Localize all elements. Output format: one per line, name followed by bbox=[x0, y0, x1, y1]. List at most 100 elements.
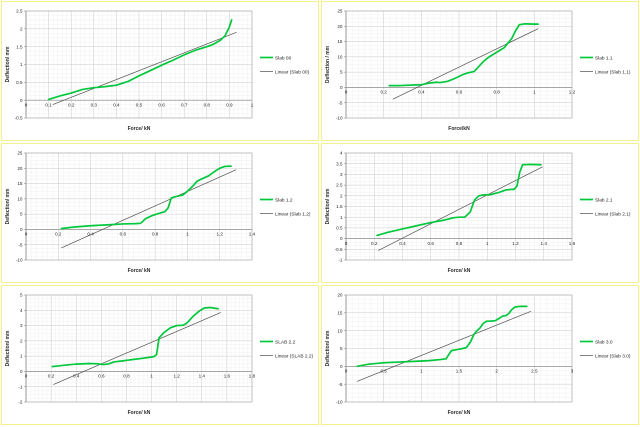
x-tick-label: 0.6 bbox=[456, 90, 463, 95]
x-tick-label: 0.4 bbox=[113, 102, 120, 107]
x-tick-label: 1.2 bbox=[512, 241, 519, 246]
x-tick-label: 0.8 bbox=[123, 374, 130, 379]
series-line bbox=[356, 305, 528, 368]
x-tick-label: 0 bbox=[25, 374, 28, 379]
x-tick-label: 0.8 bbox=[152, 232, 159, 237]
y-axis-labels: -2 -1 0 1 2 3 4 5 bbox=[18, 293, 23, 405]
x-tick-label: 0.8 bbox=[204, 102, 211, 107]
y-tick-label: -0.5 bbox=[15, 116, 23, 121]
trend-line bbox=[392, 28, 539, 100]
y-axis-labels: -0.5 0 0.5 1 1.5 2 2.5 bbox=[15, 9, 23, 121]
chart-svg-slab-2-1: -1-0.500.511.522.533.540 0.2 0.4 0.6 0.8 1 1.2… bbox=[325, 151, 631, 274]
trend-line bbox=[52, 32, 237, 105]
y-axis-labels: -10 -5 0 5 10 15 20 25 bbox=[336, 9, 343, 121]
chart-svg-slab-00: -0.5 0 0.5 1 1.5 2 2.5 0 0.1 0.2 0.3 0.4 0.5 0.6 0.7 0.… bbox=[5, 9, 310, 132]
x-axis-labels: 0 0.2 0.4 0.6 0.8 1 1.2 bbox=[345, 90, 576, 95]
x-tick-label: 0.2 bbox=[371, 241, 378, 246]
series-line bbox=[388, 22, 539, 87]
x-tick-label: 1 bbox=[186, 232, 189, 237]
x-tick-label: 0.8 bbox=[456, 241, 463, 246]
x-tick-label: 1 bbox=[150, 374, 153, 379]
x-tick-label: 0.5 bbox=[136, 102, 143, 107]
y-axis-title: Deflection/ mm bbox=[5, 330, 11, 366]
y-tick-label: 0 bbox=[340, 236, 343, 241]
x-tick-label: 0.6 bbox=[98, 374, 105, 379]
y-tick-label: 20 bbox=[337, 293, 343, 298]
y-tick-label: 10 bbox=[337, 54, 343, 59]
x-axis-title: Force/ kN bbox=[128, 126, 151, 132]
y-tick-label: 0.5 bbox=[336, 226, 343, 231]
chart-svg-slab-3-0: -10 -5 0 5 10 15 20 0 0.5 1 1.5 2 2.5 3 Deflection/ mm… bbox=[325, 293, 631, 416]
series-line bbox=[47, 19, 233, 101]
x-axis-labels: 0 0.2 0.4 0.6 0.8 1 1.2 1.4 bbox=[25, 232, 256, 237]
x-tick-label: 0 bbox=[25, 232, 28, 237]
y-tick-label: -10 bbox=[336, 116, 343, 121]
x-tick-label: 1.2 bbox=[217, 232, 224, 237]
x-tick-label: 1.2 bbox=[569, 90, 576, 95]
y-tick-label: -1 bbox=[18, 384, 23, 389]
series-line bbox=[60, 165, 232, 230]
y-tick-label: 5 bbox=[20, 212, 23, 217]
y-tick-label: -1 bbox=[338, 258, 343, 263]
x-tick-label: 0.7 bbox=[181, 102, 188, 107]
x-tick-label: 1.4 bbox=[199, 374, 206, 379]
y-axis-title: Deflection / mm bbox=[325, 45, 331, 83]
y-tick-label: 1.5 bbox=[16, 44, 23, 49]
y-tick-label: 0.5 bbox=[16, 80, 23, 85]
y-tick-label: 20 bbox=[17, 166, 23, 171]
y-tick-label: -5 bbox=[338, 100, 343, 105]
x-tick-label: 1.4 bbox=[541, 241, 548, 246]
x-axis-title: Force/kN bbox=[448, 126, 470, 132]
trend-line bbox=[53, 312, 221, 385]
legend-label: Linear (Slab 1.2) bbox=[275, 211, 311, 217]
y-tick-label: 10 bbox=[17, 196, 23, 201]
chart-panel-slab-00: -0.5 0 0.5 1 1.5 2 2.5 0 0.1 0.2 0.3 0.4 0.5 0.6 0.7 0.… bbox=[1, 1, 319, 141]
trend-line bbox=[378, 166, 543, 251]
x-tick-label: 0.2 bbox=[55, 232, 62, 237]
x-tick-label: 1 bbox=[533, 90, 536, 95]
x-tick-label: 0.5 bbox=[380, 369, 387, 374]
x-tick-label: 1.6 bbox=[569, 241, 576, 246]
x-tick-label: 0.4 bbox=[73, 374, 80, 379]
legend: Slab 1.1 Linear (Slab 1.1) bbox=[580, 55, 631, 75]
y-tick-label: 20 bbox=[337, 24, 343, 29]
x-axis-labels: 0 0.5 1 1.5 2 2.5 3 bbox=[345, 369, 574, 374]
y-tick-label: -5 bbox=[338, 382, 343, 387]
y-axis-labels: -10 -5 0 5 10 15 20 bbox=[336, 293, 343, 405]
y-tick-label: 0 bbox=[20, 369, 23, 374]
legend: Slab 00 Linear (Slab 00) bbox=[260, 55, 310, 75]
series-line bbox=[51, 306, 219, 368]
legend-label: Slab 2.1 bbox=[595, 197, 613, 203]
x-axis-title: Force/ kN bbox=[448, 268, 471, 274]
legend-label: Linear (Slab 1.1) bbox=[595, 69, 631, 75]
legend-label: Linear (Slab 3.0) bbox=[595, 353, 631, 359]
y-tick-label: 3 bbox=[340, 172, 343, 177]
chart-panel-slab-1-2: -10 -5 0 5 10 15 20 25 0 0.2 0.4 0.6 0.8 1 1.2 1.4 Defle… bbox=[1, 143, 319, 283]
y-axis-title: Deflection/ mm bbox=[5, 46, 11, 82]
x-tick-label: 3 bbox=[571, 369, 574, 374]
x-tick-label: 0.4 bbox=[87, 232, 94, 237]
x-tick-label: 0.1 bbox=[45, 102, 52, 107]
y-axis-labels: -10 -5 0 5 10 15 20 25 bbox=[16, 151, 23, 263]
y-tick-label: 0 bbox=[20, 98, 23, 103]
chart-panel-slab-2-1: -1 -0.5 0 0.5 1 1.5 2 2.5 3 3.5 4 0 0.2 0.4 0.6 0.8 1 1.2… bbox=[321, 143, 639, 283]
legend: SLAB 2.2 Linear (SLAB 2.2) bbox=[260, 339, 314, 359]
y-tick-label: 25 bbox=[17, 151, 23, 156]
x-tick-label: 0.6 bbox=[428, 241, 435, 246]
legend-label: Linear (Slab 2.1) bbox=[595, 211, 631, 217]
y-tick-label: 2.5 bbox=[336, 183, 343, 188]
x-axis-title: Force/ kN bbox=[448, 410, 471, 416]
y-tick-label: 0 bbox=[340, 364, 343, 369]
legend-label: Slab 3.0 bbox=[595, 339, 613, 345]
legend-label: Linear (SLAB 2.2) bbox=[275, 353, 314, 359]
x-tick-label: 1.6 bbox=[224, 374, 231, 379]
y-axis-title: Deflection/ mm bbox=[325, 330, 331, 366]
legend-label: SLAB 2.2 bbox=[275, 339, 296, 345]
chart-panel-slab-1-1: -10 -5 0 5 10 15 20 25 0 0.2 0.4 0.6 0.8 1 1.2 Deflecti… bbox=[321, 1, 639, 141]
x-tick-label: 1 bbox=[486, 241, 489, 246]
y-tick-label: -2 bbox=[18, 400, 23, 405]
x-tick-label: 0.2 bbox=[68, 102, 75, 107]
legend-label: Slab 1.1 bbox=[595, 55, 613, 61]
